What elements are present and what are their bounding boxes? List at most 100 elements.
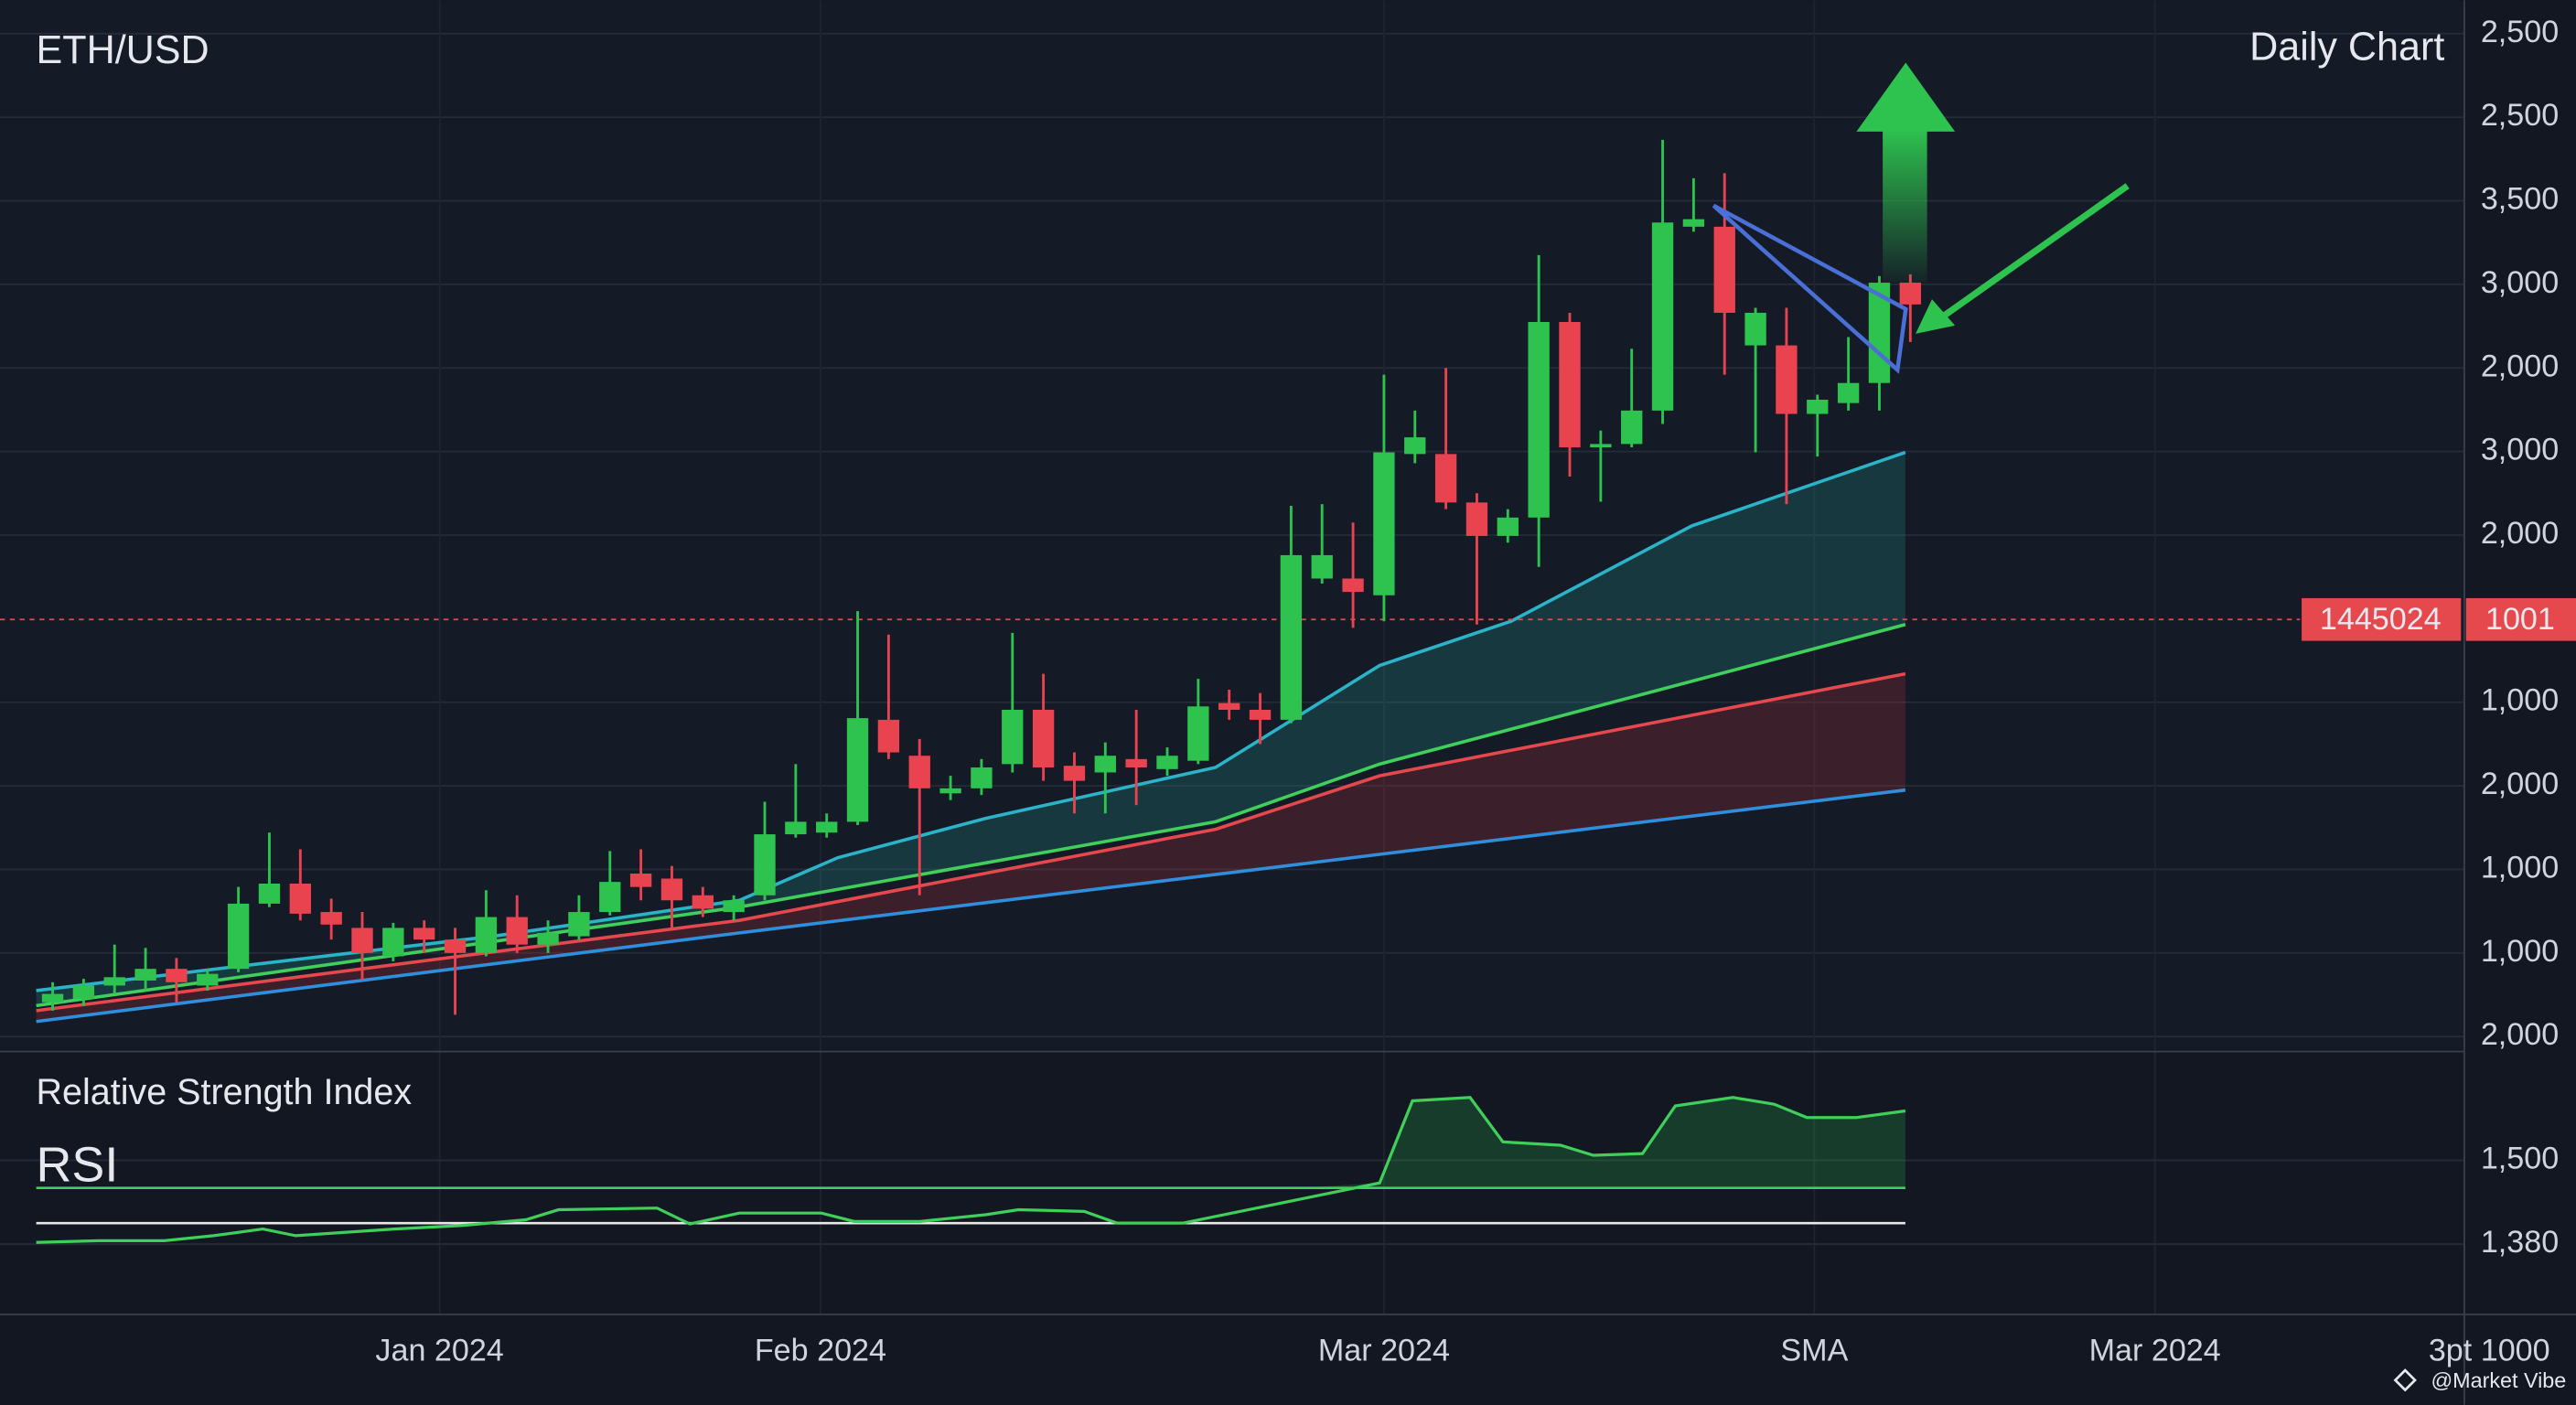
- moving-average-line: [36, 450, 1906, 992]
- price-tag: [2302, 597, 2462, 641]
- candle-body: [660, 878, 683, 901]
- candle-body: [1621, 410, 1643, 445]
- price-axis-label: 1001: [2485, 602, 2555, 637]
- candle-body: [72, 985, 95, 1000]
- candle-body: [289, 883, 311, 914]
- candle-body: [1590, 444, 1612, 448]
- candle-body: [1776, 345, 1798, 414]
- moving-average-line: [36, 671, 1906, 1013]
- candle-body: [475, 917, 498, 953]
- up-arrow-head: [1856, 62, 1956, 132]
- rsi-fill: [1297, 1097, 1905, 1188]
- y-tick-label: 2,500: [2481, 98, 2559, 133]
- candle-body: [351, 928, 373, 953]
- moving-average-line: [36, 623, 1906, 1008]
- candle-body: [537, 932, 559, 945]
- candle-body: [227, 903, 250, 970]
- candle-body: [258, 883, 281, 904]
- price-panel: [0, 0, 2464, 1051]
- x-tick-label: Mar 2024: [1318, 1333, 1450, 1367]
- rsi-title: Relative Strength Index: [37, 1072, 413, 1112]
- candle-body: [908, 756, 930, 788]
- pointer-arrow: [1939, 183, 2130, 320]
- candle-body: [506, 917, 528, 945]
- candle-body: [877, 719, 900, 753]
- y-tick-label: 3,000: [2481, 433, 2559, 467]
- x-tick-label: SMA: [1780, 1333, 1848, 1367]
- candle-body: [1807, 399, 1829, 414]
- candle-body: [1094, 756, 1116, 773]
- x-tick-label: Jan 2024: [375, 1333, 503, 1367]
- y-tick-label: 3,000: [2481, 265, 2559, 300]
- candle-body: [1559, 322, 1581, 448]
- candle-body: [692, 895, 714, 909]
- candle-body: [197, 973, 219, 986]
- candle-body: [1249, 709, 1272, 720]
- subtitle: Daily Chart: [2249, 26, 2444, 70]
- x-tick-label: Feb 2024: [755, 1333, 886, 1367]
- triangle-pattern: [1712, 203, 1908, 374]
- y-tick-label: 2,500: [2481, 15, 2559, 49]
- candle-body: [1713, 226, 1735, 313]
- y-tick-label: 2,000: [2481, 349, 2559, 383]
- candle-body: [103, 977, 125, 986]
- candle-body: [1497, 517, 1519, 536]
- candle-body: [754, 834, 776, 896]
- candle-body: [413, 928, 435, 940]
- candle-body: [1528, 322, 1550, 518]
- title: ETH/USD: [37, 28, 209, 72]
- candle-body: [1311, 554, 1333, 579]
- watermark: @Market Vibe: [2431, 1368, 2566, 1392]
- plot-area: [0, 0, 2464, 1314]
- y-tick-label: 1,000: [2481, 934, 2559, 969]
- y-tick-label: 1,500: [2481, 1142, 2559, 1176]
- candle-body: [1373, 452, 1395, 595]
- candle-body: [1156, 756, 1178, 769]
- candle-body: [723, 900, 745, 913]
- price-tag-label: 1445024: [2320, 602, 2442, 637]
- candle-body: [1032, 709, 1055, 767]
- candle-body: [1682, 219, 1705, 227]
- candle-body: [1899, 283, 1921, 305]
- y-tick-label: 3,500: [2481, 182, 2559, 217]
- candle-body: [1218, 702, 1240, 710]
- candle-body: [1465, 502, 1488, 536]
- candle-body: [134, 969, 156, 981]
- y-tick-label: 2,000: [2481, 1017, 2559, 1052]
- candle-body: [320, 912, 342, 925]
- x-tick-label: Mar 2024: [2089, 1333, 2221, 1367]
- watermark-icon: [2393, 1368, 2417, 1392]
- y-tick-label: 1,380: [2481, 1225, 2559, 1260]
- candle-body: [382, 928, 404, 957]
- candle-body: [846, 718, 869, 822]
- candle-body: [599, 882, 621, 913]
- candle-body: [1434, 454, 1457, 503]
- y-tick-label: 2,000: [2481, 516, 2559, 551]
- rsi-line: [36, 1096, 1906, 1244]
- candle-body: [1002, 709, 1024, 765]
- candle-body: [816, 821, 838, 833]
- candle-body: [41, 993, 64, 1003]
- candle-body: [1342, 578, 1364, 593]
- candle-body: [1651, 222, 1674, 411]
- y-tick-label: 2,000: [2481, 767, 2559, 801]
- candle-body: [1744, 312, 1766, 346]
- pointer-arrow-head: [1916, 299, 1956, 334]
- candle-body: [1063, 766, 1086, 781]
- candle-body: [1187, 706, 1209, 761]
- y-tick-label: 1,000: [2481, 683, 2559, 718]
- candle-body: [971, 767, 993, 788]
- price-axis-tag: [2465, 597, 2576, 641]
- candle-body: [1280, 554, 1303, 720]
- x-tick-label: 3pt 1000: [2429, 1333, 2550, 1367]
- up-arrow-shaft: [1883, 128, 1927, 284]
- candle-body: [166, 969, 188, 982]
- rsi-label: RSI: [37, 1137, 119, 1192]
- candle-body: [444, 939, 467, 953]
- candle-body: [785, 821, 807, 835]
- candle-body: [1125, 758, 1147, 767]
- y-tick-label: 1,000: [2481, 850, 2559, 885]
- candle-body: [1404, 437, 1426, 455]
- candle-body: [939, 788, 961, 794]
